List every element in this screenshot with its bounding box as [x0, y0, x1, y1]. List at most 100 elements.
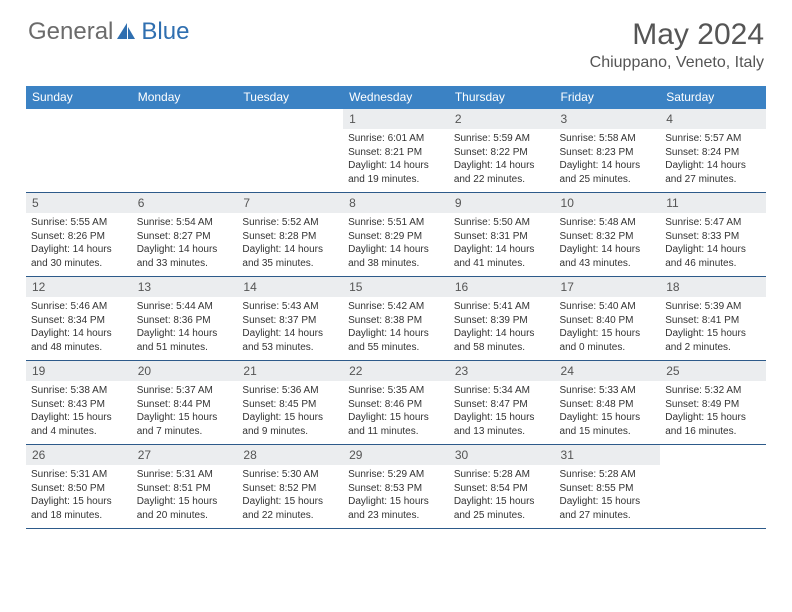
calendar-cell: 7Sunrise: 5:52 AMSunset: 8:28 PMDaylight…	[237, 193, 343, 277]
sunrise-text: Sunrise: 5:33 AM	[560, 384, 656, 398]
sunset-text: Sunset: 8:40 PM	[560, 314, 656, 328]
day-number: 2	[449, 109, 555, 129]
daylight-text-1: Daylight: 15 hours	[137, 411, 233, 425]
day-number: 24	[555, 361, 661, 381]
daylight-text-1: Daylight: 15 hours	[665, 411, 761, 425]
calendar-cell: 18Sunrise: 5:39 AMSunset: 8:41 PMDayligh…	[660, 277, 766, 361]
day-number: 12	[26, 277, 132, 297]
sunrise-text: Sunrise: 5:30 AM	[242, 468, 338, 482]
calendar-cell: 19Sunrise: 5:38 AMSunset: 8:43 PMDayligh…	[26, 361, 132, 445]
daylight-text-1: Daylight: 14 hours	[242, 327, 338, 341]
weekday-header: Saturday	[660, 86, 766, 109]
daylight-text-2: and 23 minutes.	[348, 509, 444, 523]
sunset-text: Sunset: 8:49 PM	[665, 398, 761, 412]
sunset-text: Sunset: 8:46 PM	[348, 398, 444, 412]
sunset-text: Sunset: 8:37 PM	[242, 314, 338, 328]
daylight-text-2: and 25 minutes.	[454, 509, 550, 523]
location-label: Chiuppano, Veneto, Italy	[590, 54, 764, 72]
daylight-text-2: and 27 minutes.	[560, 509, 656, 523]
day-number: 6	[132, 193, 238, 213]
day-number: 16	[449, 277, 555, 297]
sunrise-text: Sunrise: 5:48 AM	[560, 216, 656, 230]
daylight-text-1: Daylight: 14 hours	[31, 243, 127, 257]
sunset-text: Sunset: 8:31 PM	[454, 230, 550, 244]
day-number: 22	[343, 361, 449, 381]
day-data: Sunrise: 5:29 AMSunset: 8:53 PMDaylight:…	[343, 465, 449, 528]
sunset-text: Sunset: 8:44 PM	[137, 398, 233, 412]
sunrise-text: Sunrise: 5:40 AM	[560, 300, 656, 314]
day-number: 4	[660, 109, 766, 129]
daylight-text-2: and 48 minutes.	[31, 341, 127, 355]
day-number: 1	[343, 109, 449, 129]
daylight-text-1: Daylight: 14 hours	[137, 243, 233, 257]
sunrise-text: Sunrise: 5:44 AM	[137, 300, 233, 314]
daylight-text-1: Daylight: 14 hours	[560, 159, 656, 173]
sunset-text: Sunset: 8:45 PM	[242, 398, 338, 412]
daylight-text-1: Daylight: 14 hours	[348, 159, 444, 173]
calendar-cell	[237, 109, 343, 193]
daylight-text-1: Daylight: 15 hours	[454, 411, 550, 425]
logo: General Blue	[28, 18, 189, 46]
calendar-cell: 14Sunrise: 5:43 AMSunset: 8:37 PMDayligh…	[237, 277, 343, 361]
weekday-header: Thursday	[449, 86, 555, 109]
calendar-cell: 4Sunrise: 5:57 AMSunset: 8:24 PMDaylight…	[660, 109, 766, 193]
sunrise-text: Sunrise: 5:59 AM	[454, 132, 550, 146]
daylight-text-1: Daylight: 15 hours	[665, 327, 761, 341]
daylight-text-1: Daylight: 15 hours	[348, 495, 444, 509]
daylight-text-2: and 55 minutes.	[348, 341, 444, 355]
daylight-text-1: Daylight: 15 hours	[454, 495, 550, 509]
calendar-cell: 17Sunrise: 5:40 AMSunset: 8:40 PMDayligh…	[555, 277, 661, 361]
calendar-cell: 21Sunrise: 5:36 AMSunset: 8:45 PMDayligh…	[237, 361, 343, 445]
daylight-text-1: Daylight: 14 hours	[348, 327, 444, 341]
day-data: Sunrise: 5:55 AMSunset: 8:26 PMDaylight:…	[26, 213, 132, 276]
calendar-body: 1Sunrise: 6:01 AMSunset: 8:21 PMDaylight…	[26, 109, 766, 529]
sunset-text: Sunset: 8:50 PM	[31, 482, 127, 496]
daylight-text-1: Daylight: 14 hours	[560, 243, 656, 257]
calendar-cell: 3Sunrise: 5:58 AMSunset: 8:23 PMDaylight…	[555, 109, 661, 193]
sunrise-text: Sunrise: 5:51 AM	[348, 216, 444, 230]
daylight-text-2: and 9 minutes.	[242, 425, 338, 439]
calendar-cell: 23Sunrise: 5:34 AMSunset: 8:47 PMDayligh…	[449, 361, 555, 445]
calendar-week-row: 19Sunrise: 5:38 AMSunset: 8:43 PMDayligh…	[26, 361, 766, 445]
day-number: 5	[26, 193, 132, 213]
daylight-text-1: Daylight: 15 hours	[348, 411, 444, 425]
month-title: May 2024	[590, 18, 764, 52]
day-data: Sunrise: 5:41 AMSunset: 8:39 PMDaylight:…	[449, 297, 555, 360]
daylight-text-2: and 30 minutes.	[31, 257, 127, 271]
daylight-text-2: and 15 minutes.	[560, 425, 656, 439]
sunrise-text: Sunrise: 5:38 AM	[31, 384, 127, 398]
day-number: 7	[237, 193, 343, 213]
day-number: 14	[237, 277, 343, 297]
calendar-cell: 8Sunrise: 5:51 AMSunset: 8:29 PMDaylight…	[343, 193, 449, 277]
sunset-text: Sunset: 8:24 PM	[665, 146, 761, 160]
daylight-text-2: and 53 minutes.	[242, 341, 338, 355]
sunset-text: Sunset: 8:51 PM	[137, 482, 233, 496]
daylight-text-2: and 35 minutes.	[242, 257, 338, 271]
sunrise-text: Sunrise: 5:42 AM	[348, 300, 444, 314]
daylight-text-1: Daylight: 14 hours	[665, 243, 761, 257]
daylight-text-1: Daylight: 14 hours	[454, 243, 550, 257]
sunset-text: Sunset: 8:32 PM	[560, 230, 656, 244]
day-data: Sunrise: 5:46 AMSunset: 8:34 PMDaylight:…	[26, 297, 132, 360]
sunrise-text: Sunrise: 5:57 AM	[665, 132, 761, 146]
day-data: Sunrise: 5:31 AMSunset: 8:51 PMDaylight:…	[132, 465, 238, 528]
daylight-text-2: and 22 minutes.	[454, 173, 550, 187]
sunrise-text: Sunrise: 5:52 AM	[242, 216, 338, 230]
day-data: Sunrise: 5:52 AMSunset: 8:28 PMDaylight:…	[237, 213, 343, 276]
calendar-cell: 12Sunrise: 5:46 AMSunset: 8:34 PMDayligh…	[26, 277, 132, 361]
sunrise-text: Sunrise: 5:28 AM	[560, 468, 656, 482]
sunrise-text: Sunrise: 5:50 AM	[454, 216, 550, 230]
sunrise-text: Sunrise: 5:32 AM	[665, 384, 761, 398]
day-number: 25	[660, 361, 766, 381]
calendar-week-row: 26Sunrise: 5:31 AMSunset: 8:50 PMDayligh…	[26, 445, 766, 529]
weekday-header: Monday	[132, 86, 238, 109]
day-number: 11	[660, 193, 766, 213]
calendar-cell: 2Sunrise: 5:59 AMSunset: 8:22 PMDaylight…	[449, 109, 555, 193]
day-number: 28	[237, 445, 343, 465]
day-number: 31	[555, 445, 661, 465]
daylight-text-2: and 46 minutes.	[665, 257, 761, 271]
sunrise-text: Sunrise: 5:41 AM	[454, 300, 550, 314]
calendar-cell: 11Sunrise: 5:47 AMSunset: 8:33 PMDayligh…	[660, 193, 766, 277]
day-data: Sunrise: 6:01 AMSunset: 8:21 PMDaylight:…	[343, 129, 449, 192]
logo-text-blue: Blue	[141, 18, 189, 46]
